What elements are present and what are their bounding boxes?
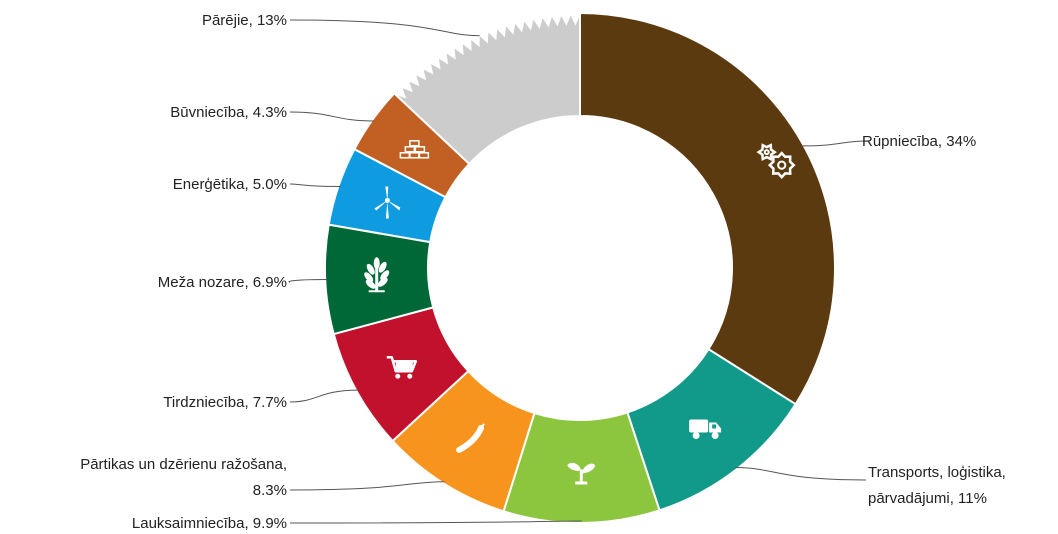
label-meza-nozare: Meža nozare, 6.9% bbox=[158, 274, 287, 291]
wind-turbine-icon bbox=[374, 186, 401, 219]
label-energetika: Enerģētika, 5.0% bbox=[173, 176, 287, 193]
label-transports-line-2: pārvadājumi, 11% bbox=[868, 490, 987, 507]
leader-lauksaimnieciba bbox=[289, 520, 582, 524]
truck-icon bbox=[689, 419, 722, 439]
label-parejie: Pārējie, 13% bbox=[202, 12, 287, 29]
label-transports-line-1: Transports, loģistika, bbox=[868, 464, 1006, 481]
label-partikas-un-dzerienu-razosana-line-2: 8.3% bbox=[253, 482, 287, 499]
slice-labels: Rūpniecība, 34% Transports, loģistika, pār… bbox=[80, 12, 1006, 532]
leader-lines bbox=[288, 19, 868, 524]
label-rupnieciba: Rūpniecība, 34% bbox=[862, 133, 976, 150]
tree-icon bbox=[364, 257, 390, 293]
leader-partikas-un-dzerienu-razosana bbox=[289, 481, 445, 491]
label-tirdznieciba: Tirdzniecība, 7.7% bbox=[163, 394, 287, 411]
label-lauksaimnieciba: Lauksaimniecība, 9.9% bbox=[132, 515, 287, 532]
slice-rupnieciba bbox=[579, 11, 836, 406]
sprout-icon bbox=[567, 462, 596, 485]
leader-rupnieciba bbox=[801, 140, 868, 147]
leader-tirdznieciba bbox=[289, 389, 359, 403]
slice-icons bbox=[364, 140, 796, 485]
label-partikas-un-dzerienu-razosana-line-1: Pārtikas un dzērienu ražošana, bbox=[80, 456, 287, 473]
gears-icon bbox=[756, 143, 796, 179]
sausage-icon bbox=[456, 423, 485, 453]
donut-slices bbox=[324, 10, 836, 524]
bricks-icon bbox=[399, 140, 430, 159]
leader-buvnieciba bbox=[289, 111, 375, 122]
leader-transports bbox=[735, 467, 867, 481]
leader-parejie bbox=[289, 19, 480, 37]
shopping-cart-icon bbox=[386, 355, 418, 379]
leader-energetika bbox=[289, 183, 341, 188]
label-buvnieciba: Būvniecība, 4.3% bbox=[170, 104, 287, 121]
leader-meza-nozare bbox=[288, 279, 328, 283]
slice-parejie bbox=[393, 10, 581, 166]
